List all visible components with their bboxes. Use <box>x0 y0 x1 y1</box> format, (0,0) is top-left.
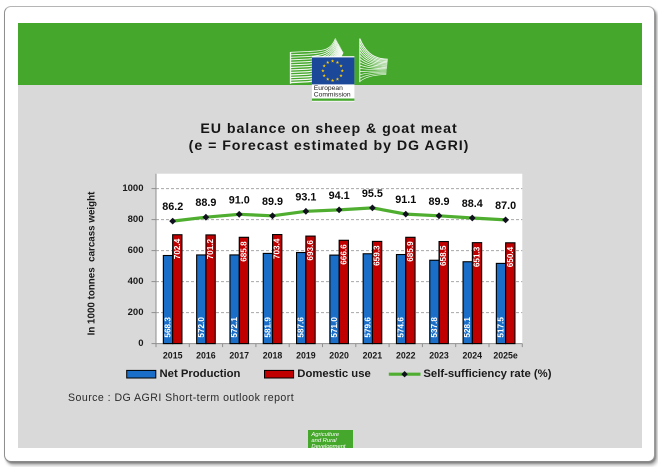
svg-text:400: 400 <box>128 276 144 287</box>
svg-text:666.6: 666.6 <box>339 244 348 265</box>
svg-text:574.6: 574.6 <box>397 317 406 338</box>
svg-text:572.1: 572.1 <box>230 317 239 338</box>
svg-text:89.9: 89.9 <box>428 196 449 208</box>
svg-text:702.4: 702.4 <box>173 238 182 259</box>
svg-text:2018: 2018 <box>263 351 283 361</box>
svg-text:86.2: 86.2 <box>162 201 183 213</box>
svg-text:Domestic use: Domestic use <box>297 368 370 380</box>
svg-text:685.8: 685.8 <box>239 241 248 262</box>
svg-text:659.3: 659.3 <box>373 245 382 266</box>
svg-text:800: 800 <box>128 214 144 225</box>
svg-text:1000: 1000 <box>122 183 143 194</box>
svg-text:91.0: 91.0 <box>229 194 250 206</box>
svg-text:2025e: 2025e <box>493 351 518 361</box>
svg-text:2020: 2020 <box>329 351 349 361</box>
svg-text:93.1: 93.1 <box>295 191 316 203</box>
svg-text:600: 600 <box>128 245 144 256</box>
svg-text:95.5: 95.5 <box>362 188 383 200</box>
svg-text:88.9: 88.9 <box>195 197 216 209</box>
svg-text:685.9: 685.9 <box>406 241 415 262</box>
svg-text:651.3: 651.3 <box>473 246 482 267</box>
svg-text:2024: 2024 <box>463 351 483 361</box>
svg-text:200: 200 <box>128 307 144 318</box>
svg-text:568.3: 568.3 <box>164 317 173 338</box>
svg-text:703.4: 703.4 <box>273 238 282 259</box>
svg-text:91.1: 91.1 <box>395 194 416 206</box>
svg-text:2021: 2021 <box>363 351 383 361</box>
svg-text:87.0: 87.0 <box>495 200 516 212</box>
svg-text:2017: 2017 <box>229 351 249 361</box>
svg-text:571.0: 571.0 <box>330 317 339 338</box>
svg-text:2023: 2023 <box>429 351 449 361</box>
svg-text:89.9: 89.9 <box>262 196 283 208</box>
svg-text:587.6: 587.6 <box>297 317 306 338</box>
svg-text:528.1: 528.1 <box>463 317 472 338</box>
svg-text:701.2: 701.2 <box>206 238 215 259</box>
svg-text:Net Production: Net Production <box>160 368 241 380</box>
svg-text:2015: 2015 <box>163 351 183 361</box>
svg-text:517.5: 517.5 <box>497 317 506 338</box>
svg-text:88.4: 88.4 <box>462 198 483 210</box>
svg-text:Self-sufficiency rate (%): Self-sufficiency rate (%) <box>423 368 551 380</box>
svg-text:Commission: Commission <box>314 92 351 99</box>
svg-text:579.6: 579.6 <box>363 317 372 338</box>
svg-text:693.6: 693.6 <box>306 240 315 261</box>
svg-text:572.0: 572.0 <box>197 317 206 338</box>
svg-text:2016: 2016 <box>196 351 216 361</box>
svg-text:537.8: 537.8 <box>430 317 439 338</box>
svg-text:650.4: 650.4 <box>506 246 515 267</box>
svg-text:0: 0 <box>138 338 143 349</box>
svg-text:In 1000 tonnes carcass weight: In 1000 tonnes carcass weight <box>87 191 98 335</box>
svg-text:European: European <box>314 85 343 92</box>
svg-text:658.5: 658.5 <box>439 245 448 266</box>
svg-text:2022: 2022 <box>396 351 416 361</box>
svg-text:94.1: 94.1 <box>329 190 350 202</box>
svg-text:581.9: 581.9 <box>263 317 272 338</box>
svg-text:2019: 2019 <box>296 351 316 361</box>
